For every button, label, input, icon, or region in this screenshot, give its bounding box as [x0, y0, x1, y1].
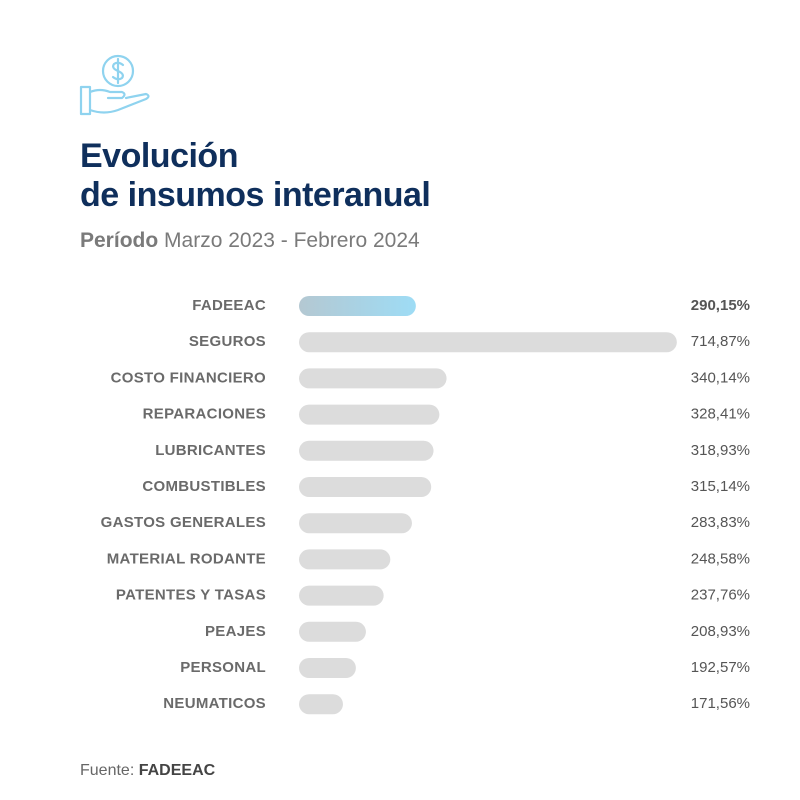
subtitle: Período Marzo 2023 - Febrero 2024 — [80, 229, 420, 252]
bar — [299, 549, 391, 570]
value-label: 192,57% — [691, 659, 750, 676]
bar — [299, 440, 434, 461]
category-label: PERSONAL — [180, 659, 266, 676]
value-label: 340,14% — [691, 369, 750, 386]
value-label: 171,56% — [691, 695, 750, 712]
value-label: 328,41% — [691, 406, 750, 423]
bar — [299, 477, 432, 497]
bar — [299, 368, 447, 389]
value-label: 315,14% — [691, 478, 750, 495]
value-label: 248,58% — [691, 550, 750, 567]
category-label: PATENTES Y TASAS — [116, 587, 266, 604]
bar — [299, 404, 440, 425]
value-label: 208,93% — [691, 623, 750, 640]
source-text: FADEEAC — [139, 762, 216, 779]
value-label: 237,76% — [691, 587, 750, 604]
source: Fuente: FADEEAC — [80, 762, 216, 779]
bar — [299, 694, 343, 715]
category-label: PEAJES — [205, 623, 266, 640]
bar — [299, 585, 384, 606]
bar — [299, 658, 356, 678]
value-label: 290,15% — [691, 297, 750, 314]
title-line: de insumos interanual — [80, 176, 430, 214]
category-label: REPARACIONES — [143, 406, 266, 423]
bar-chart: FADEEAC 290,15% SEGUROS 714,87% COSTO FINANC… — [101, 296, 750, 715]
source-label: Fuente: — [80, 762, 134, 779]
title-line: Evolución — [80, 137, 238, 175]
category-label: COMBUSTIBLES — [142, 478, 266, 495]
category-label: NEUMATICOS — [163, 695, 266, 712]
category-label: LUBRICANTES — [155, 442, 266, 459]
category-label: COSTO FINANCIERO — [111, 369, 266, 386]
category-label: GASTOS GENERALES — [101, 514, 266, 531]
value-label: 714,87% — [691, 333, 750, 350]
bar — [299, 332, 677, 353]
bar — [299, 513, 412, 534]
category-label: SEGUROS — [189, 333, 266, 350]
category-label: FADEEAC — [192, 297, 266, 314]
value-label: 283,83% — [691, 514, 750, 531]
bar — [299, 621, 366, 642]
money-hand-icon — [79, 54, 150, 116]
subtitle-label: Período — [80, 229, 158, 252]
subtitle-text: Marzo 2023 - Febrero 2024 — [164, 229, 420, 252]
bar — [299, 296, 416, 316]
category-label: MATERIAL RODANTE — [107, 550, 266, 567]
value-label: 318,93% — [691, 442, 750, 459]
